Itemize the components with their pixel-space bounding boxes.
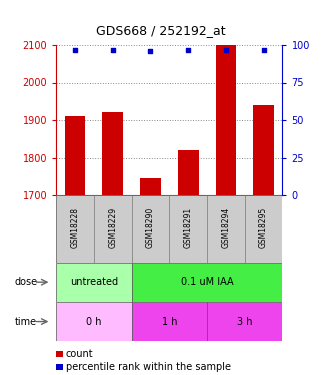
Point <box>261 46 266 53</box>
Point <box>186 46 191 53</box>
Text: percentile rank within the sample: percentile rank within the sample <box>66 362 231 372</box>
Bar <box>140 178 161 195</box>
Text: GSM18228: GSM18228 <box>71 207 80 248</box>
Text: untreated: untreated <box>70 277 118 287</box>
Text: 3 h: 3 h <box>237 316 253 327</box>
Text: GDS668 / 252192_at: GDS668 / 252192_at <box>96 24 225 38</box>
Bar <box>56 351 63 357</box>
Bar <box>56 262 132 302</box>
Text: count: count <box>66 350 93 359</box>
Text: GSM18294: GSM18294 <box>221 207 230 248</box>
Bar <box>178 150 199 195</box>
Bar <box>132 262 282 302</box>
Bar <box>215 45 236 195</box>
Point <box>110 46 115 53</box>
Text: 1 h: 1 h <box>161 316 177 327</box>
Text: dose: dose <box>14 277 38 287</box>
Bar <box>207 302 282 341</box>
Bar <box>65 116 85 195</box>
Text: GSM18291: GSM18291 <box>184 207 193 248</box>
Text: 0.1 uM IAA: 0.1 uM IAA <box>181 277 233 287</box>
Point <box>73 46 78 53</box>
Point <box>223 46 229 53</box>
Text: GSM18290: GSM18290 <box>146 207 155 248</box>
Text: 0 h: 0 h <box>86 316 102 327</box>
Bar <box>253 105 274 195</box>
Bar <box>56 302 132 341</box>
Point <box>148 48 153 54</box>
Text: GSM18229: GSM18229 <box>108 207 117 248</box>
Text: GSM18295: GSM18295 <box>259 207 268 248</box>
Text: time: time <box>14 316 37 327</box>
Bar <box>102 112 123 195</box>
Bar <box>56 364 63 370</box>
Bar <box>132 302 207 341</box>
